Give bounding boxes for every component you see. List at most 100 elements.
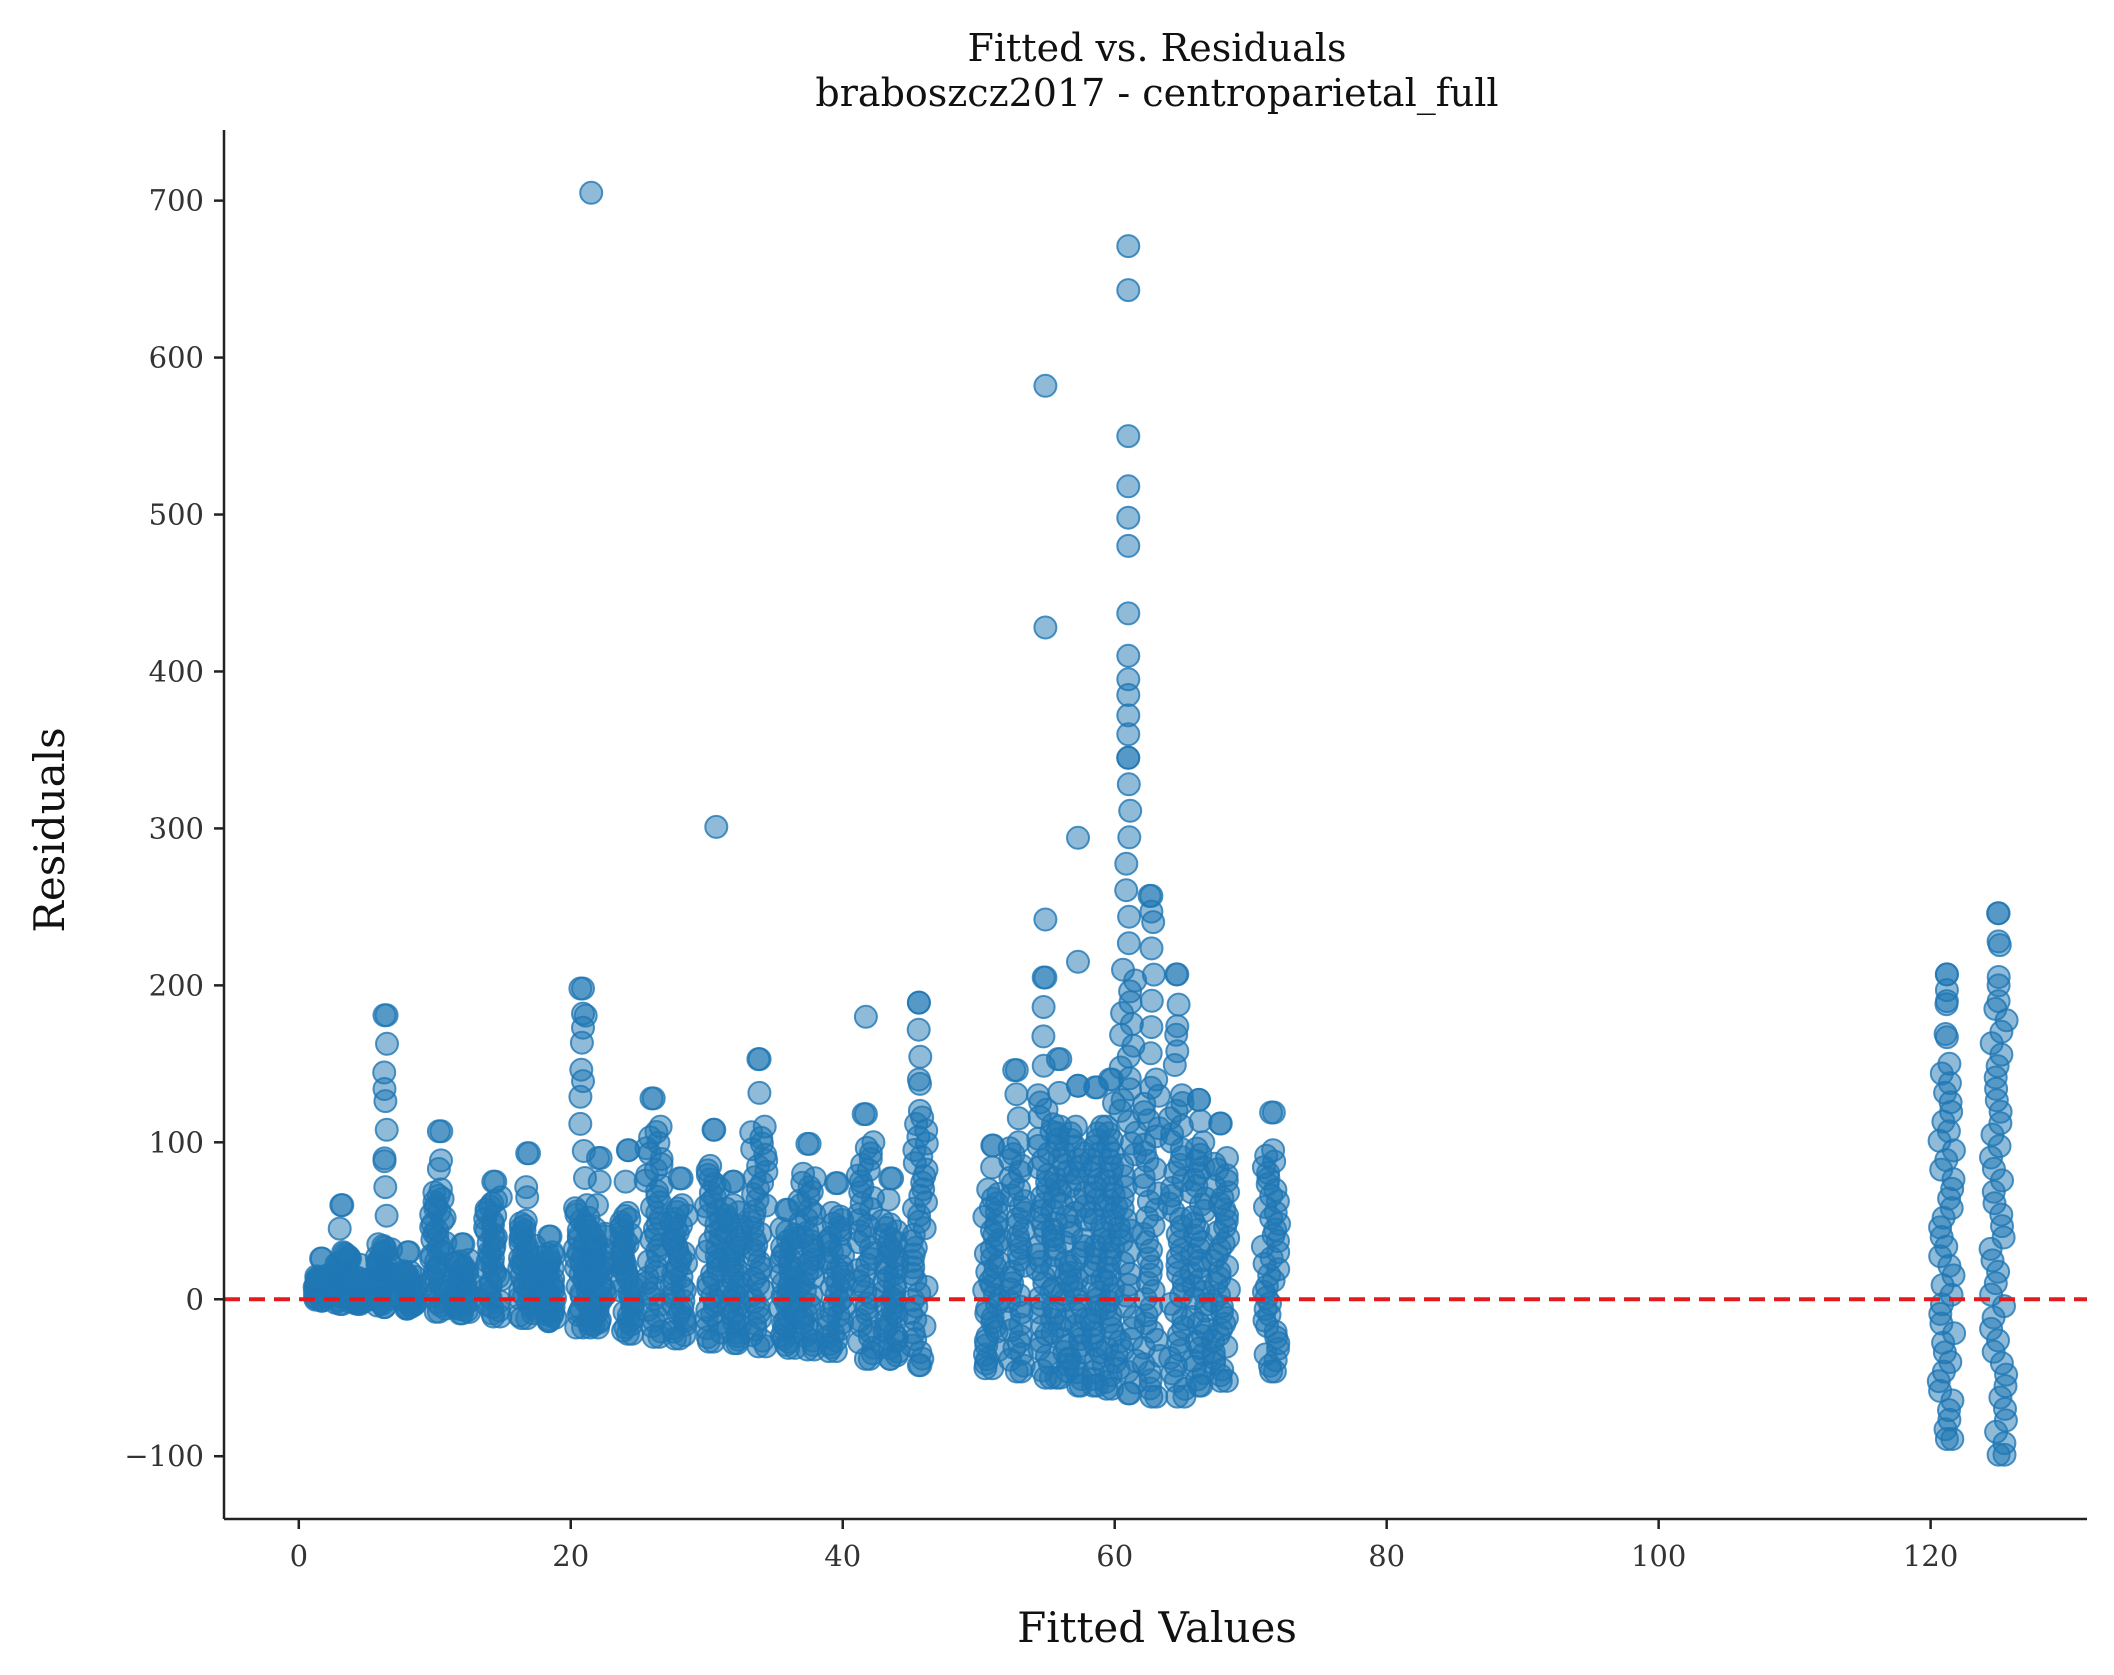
scatter-point: [1116, 722, 1141, 747]
x-tick-label: 80: [1368, 1539, 1405, 1573]
x-tick-label: 120: [1903, 1539, 1958, 1573]
scatter-point: [1004, 1082, 1029, 1107]
scatter-point: [1986, 989, 2011, 1014]
scatter-point: [1986, 1442, 2011, 1467]
scatter-point: [906, 1017, 931, 1042]
scatter-point: [1165, 962, 1190, 987]
scatter-point: [853, 1346, 878, 1371]
scatter-point: [1934, 989, 1959, 1014]
scatter-point: [1165, 1039, 1190, 1064]
scatter-point: [1191, 1130, 1216, 1155]
scatter-point: [795, 1131, 820, 1156]
scatter-point: [1031, 995, 1056, 1019]
scatter-point: [1004, 1058, 1029, 1083]
scatter-point: [428, 1177, 453, 1202]
scatter-point: [853, 1004, 878, 1029]
scatter-point: [571, 1015, 595, 1040]
chart-subtitle: braboszcz2017 - centroparietal_full: [815, 71, 1498, 116]
scatter-point: [1033, 965, 1058, 990]
scatter-point: [1139, 988, 1164, 1013]
scatter-point: [571, 1069, 595, 1094]
scatter-point: [698, 1153, 723, 1178]
scatter-point: [585, 1193, 609, 1218]
scatter-point: [878, 1346, 903, 1371]
scatter-point: [1116, 931, 1141, 956]
scatter-point: [1114, 851, 1139, 876]
scatter-point: [1934, 1427, 1959, 1451]
y-axis-label: Residuals: [25, 727, 74, 932]
scatter-point: [1117, 825, 1142, 850]
scatter-point: [1116, 278, 1141, 303]
scatter-point: [395, 1240, 420, 1265]
x-tick-label: 0: [290, 1539, 308, 1573]
scatter-point: [1144, 1067, 1169, 1092]
scatter-point: [1937, 1051, 1962, 1076]
scatter-point: [1261, 1138, 1286, 1163]
scatter-point: [587, 1169, 612, 1194]
scatter-point: [1116, 505, 1141, 530]
scatter-point: [906, 990, 931, 1015]
scatter-point: [1004, 1359, 1029, 1384]
scatter-point: [373, 1175, 398, 1200]
chart-title: Fitted vs. Residuals: [968, 26, 1347, 70]
scatter-point: [515, 1141, 540, 1166]
scatter-point: [481, 1304, 506, 1329]
scatter-point: [331, 1240, 356, 1265]
scatter-point: [515, 1185, 540, 1210]
scatter-point: [1116, 533, 1141, 558]
scatter-point: [426, 1157, 451, 1181]
scatter-point: [1139, 899, 1164, 924]
scatter-point: [870, 1208, 895, 1233]
scatter-point: [1031, 1024, 1056, 1049]
scatter-point: [704, 814, 729, 839]
scatter-point: [667, 1326, 692, 1351]
y-tick-label: 300: [149, 811, 204, 845]
scatter-point: [1026, 1083, 1051, 1108]
scatter-point: [820, 1200, 844, 1225]
scatter-point: [641, 1086, 666, 1111]
scatter-point: [1139, 1015, 1164, 1040]
scatter-points: [302, 180, 2019, 1467]
scatter-point: [906, 1067, 931, 1092]
scatter-point: [1048, 1047, 1073, 1072]
scatter-point: [327, 1216, 352, 1241]
scatter-point: [1208, 1368, 1233, 1393]
scatter-point: [648, 1114, 673, 1139]
scatter-point: [1117, 904, 1142, 929]
scatter-point: [568, 1111, 593, 1136]
scatter-point: [906, 1353, 931, 1378]
scatter-point: [374, 1117, 399, 1142]
scatter-point: [571, 976, 595, 1001]
scatter-point: [1139, 936, 1164, 961]
scatter-point: [1066, 949, 1090, 974]
scatter-point: [876, 1187, 901, 1212]
scatter-point: [481, 1169, 506, 1194]
x-axis-ticks: 0 20 40 60 80 100 120: [290, 1519, 1958, 1573]
scatter-point: [1116, 643, 1141, 668]
scatter-point: [583, 1216, 607, 1241]
scatter-point: [450, 1301, 474, 1326]
scatter-point: [613, 1169, 638, 1194]
scatter-point: [374, 1203, 399, 1228]
scatter-point: [537, 1309, 561, 1334]
scatter-point: [1259, 1100, 1284, 1125]
scatter-point: [1111, 957, 1135, 982]
scatter-point: [853, 1102, 878, 1127]
scatter-point: [1116, 424, 1141, 449]
y-tick-label: 600: [149, 341, 204, 375]
scatter-point: [1066, 825, 1090, 850]
scatter-point: [1138, 1041, 1163, 1066]
scatter-point: [537, 1224, 561, 1249]
x-axis-label: Fitted Values: [1017, 1603, 1297, 1652]
scatter-point: [1986, 929, 2011, 954]
scatter-point: [1033, 615, 1058, 640]
scatter-point: [1165, 1384, 1190, 1409]
scatter-point: [861, 1130, 886, 1155]
scatter-point: [1116, 772, 1141, 797]
scatter-point: [586, 1315, 610, 1340]
scatter-point: [791, 1161, 816, 1186]
scatter-point: [1141, 962, 1166, 987]
x-tick-label: 60: [1096, 1539, 1133, 1573]
scatter-point: [746, 1047, 771, 1072]
scatter-point: [1116, 234, 1141, 259]
